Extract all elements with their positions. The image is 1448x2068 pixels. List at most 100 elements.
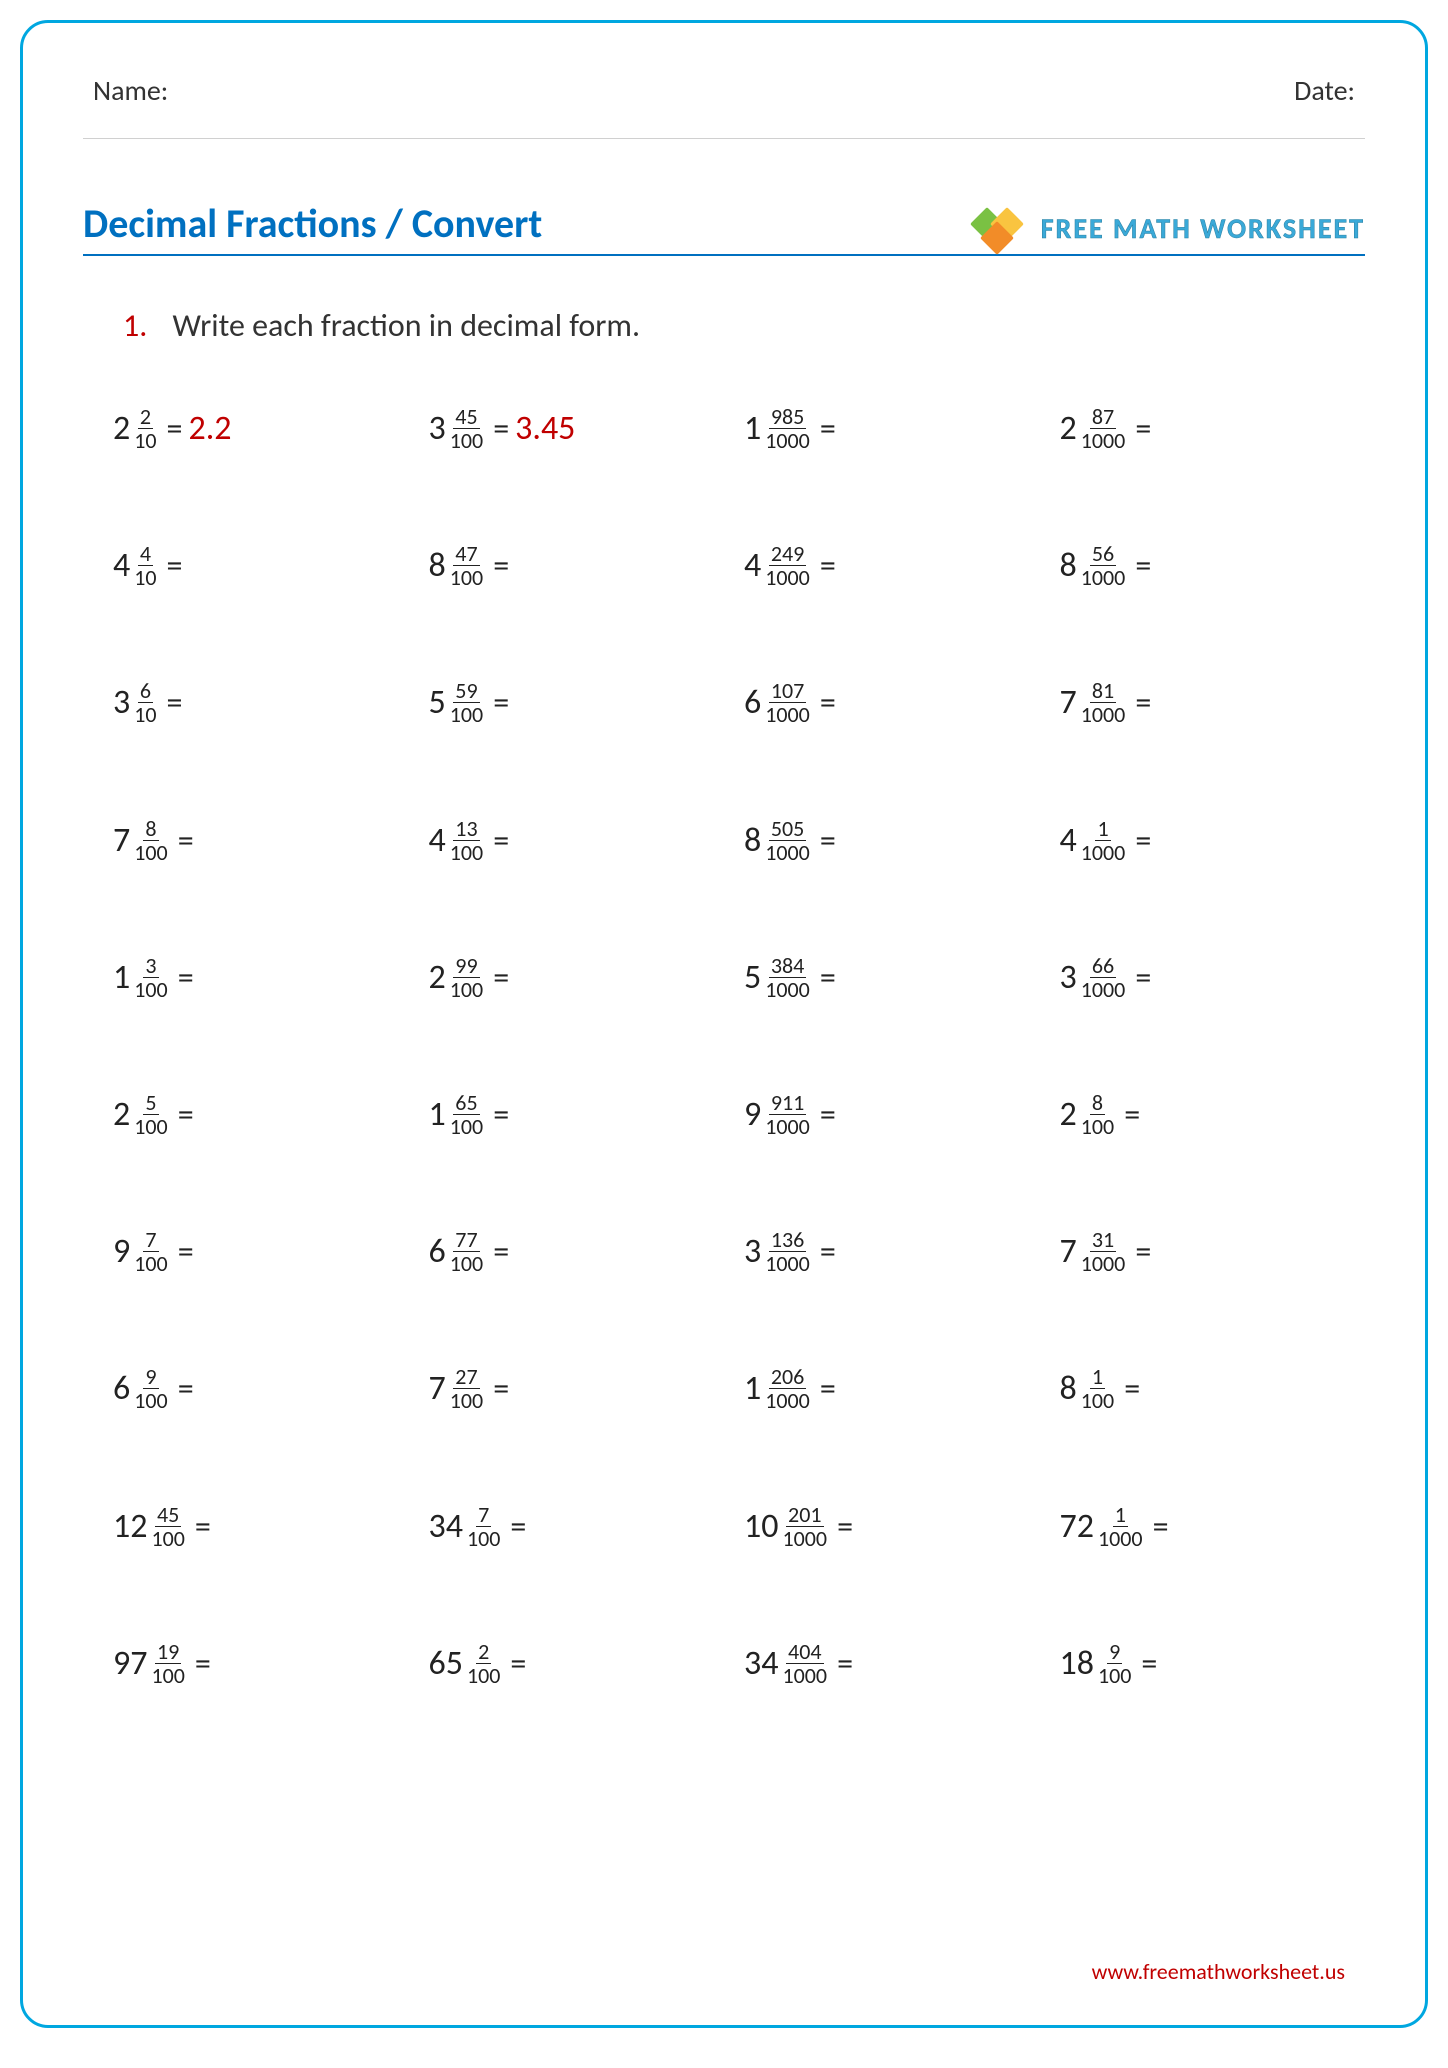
- whole-number: 9: [744, 1094, 761, 1135]
- whole-number: 6: [429, 1231, 446, 1272]
- numerator: 6: [138, 679, 153, 703]
- problem: 189100=: [1060, 1640, 1366, 1687]
- problems-grid: 2210=2.2345100=3.4519851000=2871000=4410…: [113, 405, 1365, 1687]
- problem: 97100=: [113, 1228, 419, 1275]
- worksheet-page: Name: Date: Decimal Fractions / Convert …: [20, 20, 1428, 2028]
- problem: 9719100=: [113, 1640, 419, 1687]
- denominator: 1000: [1079, 978, 1128, 1001]
- numerator: 66: [1090, 954, 1116, 978]
- whole-number: 2: [113, 408, 130, 449]
- denominator: 100: [448, 429, 485, 452]
- equals-sign: =: [1135, 821, 1151, 860]
- fraction: 9111000: [763, 1091, 812, 1138]
- whole-number: 5: [744, 957, 761, 998]
- equals-sign: =: [493, 1095, 509, 1134]
- answer: 3.45: [515, 408, 575, 449]
- denominator: 10: [132, 566, 158, 589]
- fraction: 27100: [448, 1365, 485, 1412]
- equals-sign: =: [1135, 683, 1151, 722]
- denominator: 100: [149, 1527, 186, 1550]
- fraction: 311000: [1079, 1228, 1128, 1275]
- denominator: 1000: [763, 841, 812, 864]
- problem: 85051000=: [744, 817, 1050, 864]
- equals-sign: =: [1135, 958, 1151, 997]
- fraction: 871000: [1079, 405, 1128, 452]
- fraction: 9851000: [763, 405, 812, 452]
- fraction: 11000: [1079, 817, 1128, 864]
- equals-sign: =: [167, 409, 183, 448]
- fraction: 5100: [132, 1091, 169, 1138]
- problem: 847100=: [429, 542, 735, 589]
- whole-number: 34: [744, 1643, 778, 1684]
- denominator: 1000: [763, 429, 812, 452]
- equals-sign: =: [510, 1507, 526, 1546]
- denominator: 100: [448, 1252, 485, 1275]
- problem: 102011000=: [744, 1503, 1050, 1550]
- denominator: 100: [132, 1252, 169, 1275]
- equals-sign: =: [837, 1644, 853, 1683]
- fraction: 2491000: [763, 542, 812, 589]
- whole-number: 4: [744, 545, 761, 586]
- problem: 42491000=: [744, 542, 1050, 589]
- denominator: 100: [132, 1389, 169, 1412]
- fraction: 8100: [1079, 1091, 1116, 1138]
- fraction: 47100: [448, 542, 485, 589]
- whole-number: 72: [1060, 1506, 1094, 1547]
- problem: 13100=: [113, 954, 419, 1001]
- problem: 299100=: [429, 954, 735, 1001]
- denominator: 100: [149, 1664, 186, 1687]
- denominator: 100: [132, 1115, 169, 1138]
- numerator: 1: [1113, 1503, 1128, 1527]
- equals-sign: =: [820, 821, 836, 860]
- problem: 81100=: [1060, 1365, 1366, 1412]
- numerator: 4: [138, 542, 153, 566]
- logo-text: FREE MATH WORKSHEET: [1041, 211, 1365, 246]
- problem: 8561000=: [1060, 542, 1366, 589]
- equals-sign: =: [493, 546, 509, 585]
- numerator: 5: [143, 1091, 158, 1115]
- whole-number: 65: [429, 1643, 463, 1684]
- problem: 19851000=: [744, 405, 1050, 452]
- numerator: 2: [138, 405, 153, 429]
- denominator: 100: [465, 1527, 502, 1550]
- numerator: 9: [1107, 1640, 1122, 1664]
- problem: 61071000=: [744, 679, 1050, 726]
- denominator: 100: [448, 1115, 485, 1138]
- problem: 165100=: [429, 1091, 735, 1138]
- fraction: 19100: [149, 1640, 186, 1687]
- problem: 345100=3.45: [429, 405, 735, 452]
- fraction: 8100: [132, 817, 169, 864]
- numerator: 59: [453, 679, 479, 703]
- denominator: 100: [132, 978, 169, 1001]
- equals-sign: =: [1135, 546, 1151, 585]
- name-label: Name:: [93, 73, 168, 108]
- whole-number: 3: [429, 408, 446, 449]
- numerator: 31: [1090, 1228, 1116, 1252]
- denominator: 100: [1096, 1664, 1133, 1687]
- problem: 652100=: [429, 1640, 735, 1687]
- whole-number: 6: [744, 682, 761, 723]
- fraction: 811000: [1079, 679, 1128, 726]
- numerator: 8: [1090, 1091, 1105, 1115]
- equals-sign: =: [510, 1644, 526, 1683]
- whole-number: 12: [113, 1506, 147, 1547]
- numerator: 249: [769, 542, 806, 566]
- equals-sign: =: [195, 1644, 211, 1683]
- problem: 411000=: [1060, 817, 1366, 864]
- whole-number: 2: [1060, 408, 1077, 449]
- fraction: 3100: [132, 954, 169, 1001]
- problem: 413100=: [429, 817, 735, 864]
- equals-sign: =: [493, 821, 509, 860]
- problem: 3661000=: [1060, 954, 1366, 1001]
- fraction: 1100: [1079, 1365, 1116, 1412]
- fraction: 9100: [132, 1365, 169, 1412]
- whole-number: 4: [113, 545, 130, 586]
- whole-number: 4: [429, 820, 446, 861]
- equals-sign: =: [178, 958, 194, 997]
- logo: FREE MATH WORKSHEET: [969, 208, 1365, 248]
- whole-number: 7: [1060, 682, 1077, 723]
- problem: 12061000=: [744, 1365, 1050, 1412]
- fraction: 11000: [1096, 1503, 1145, 1550]
- fraction: 77100: [448, 1228, 485, 1275]
- denominator: 1000: [1096, 1527, 1145, 1550]
